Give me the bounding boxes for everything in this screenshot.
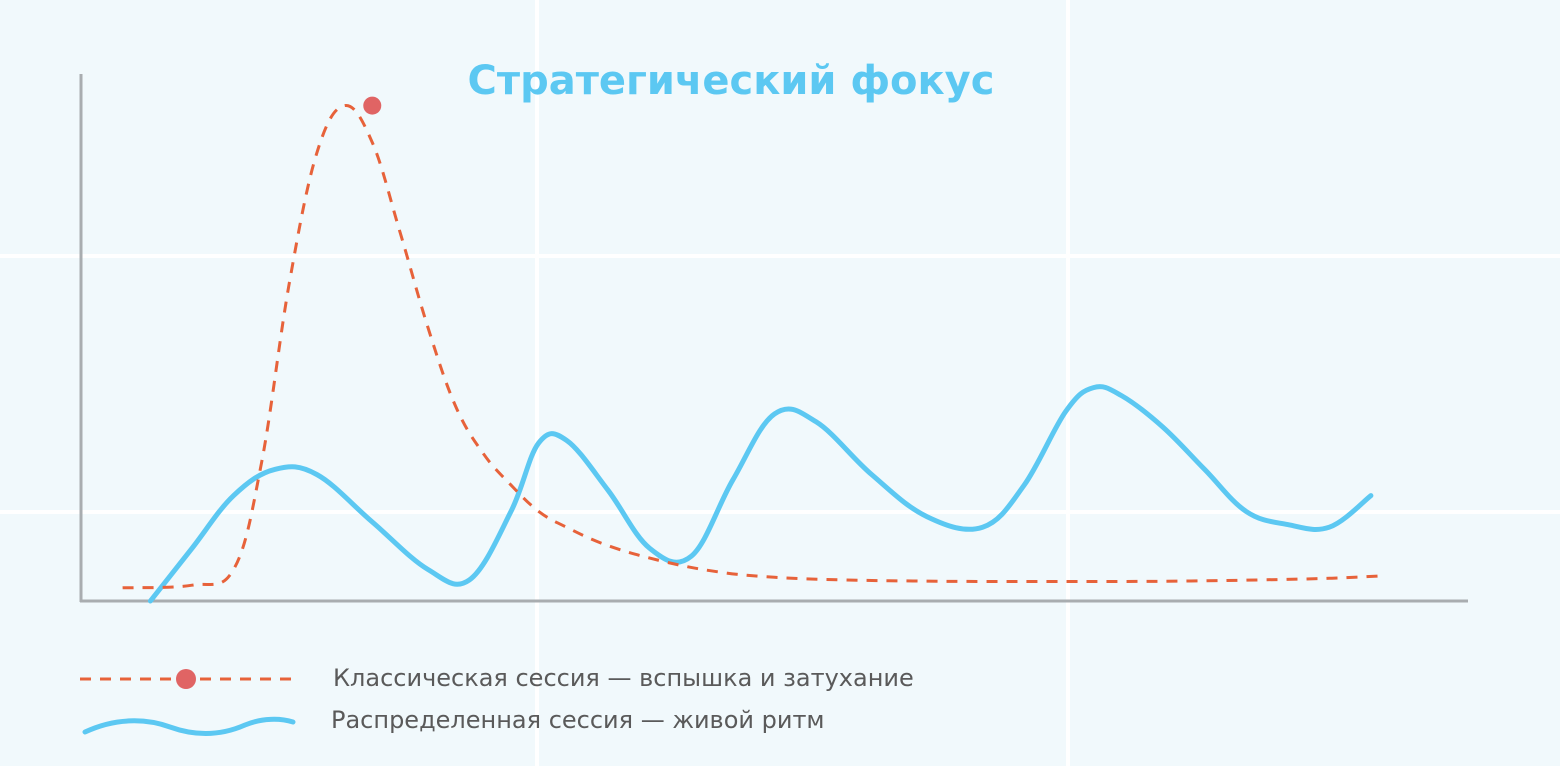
legend-distributed-swatch xyxy=(82,716,296,736)
series-layer xyxy=(122,96,1385,604)
axes xyxy=(79,74,1468,603)
legend-classic-label: Классическая сессия — вспышка и затухани… xyxy=(333,664,914,692)
legend-distributed-label: Распределенная сессия — живой ритм xyxy=(331,706,825,734)
classic-peak-marker xyxy=(363,96,382,115)
series-line-distributed xyxy=(147,384,1374,604)
series-line-classic xyxy=(122,104,1385,590)
legend-classic-marker xyxy=(176,669,196,689)
chart-title: Стратегический фокус xyxy=(468,58,995,104)
legend: Классическая сессия — вспышка и затухани… xyxy=(80,664,914,736)
